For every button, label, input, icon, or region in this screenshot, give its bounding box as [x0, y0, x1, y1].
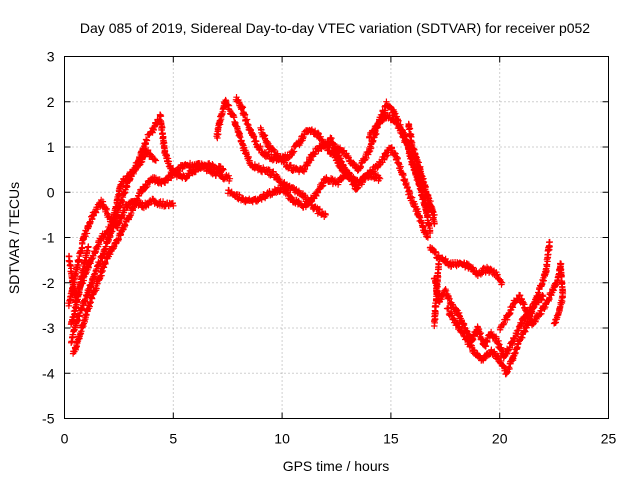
data-point [226, 175, 234, 182]
data-point [145, 201, 152, 209]
data-point [142, 184, 150, 191]
data-point [102, 245, 110, 252]
data-point [144, 146, 152, 154]
y-tick-label: 3 [47, 49, 55, 65]
data-point [96, 241, 103, 248]
data-point [257, 144, 264, 152]
y-tick-label: 1 [47, 139, 55, 155]
data-point [132, 200, 140, 208]
data-point [255, 145, 263, 153]
y-tick-label: -4 [42, 365, 55, 381]
data-point [83, 230, 91, 237]
data-point [170, 202, 177, 210]
chart-title: Day 085 of 2019, Sidereal Day-to-day VTE… [80, 20, 590, 36]
data-point [244, 120, 251, 128]
y-tick-label: -2 [42, 275, 55, 291]
data-series [65, 93, 567, 378]
data-point [102, 260, 109, 268]
data-point [220, 166, 227, 173]
data-point [94, 280, 101, 287]
x-tick-label: 15 [383, 431, 399, 447]
x-tick-label: 25 [601, 431, 617, 447]
data-point [156, 198, 163, 206]
data-point [121, 222, 129, 229]
data-point [218, 111, 225, 119]
y-axis-label: SDTVAR / TECUs [6, 182, 22, 294]
data-point [134, 197, 141, 204]
x-axis-label: GPS time / hours [283, 458, 390, 474]
data-point [124, 204, 131, 211]
data-point [115, 191, 122, 198]
data-point [163, 153, 170, 161]
x-tick-label: 5 [169, 431, 177, 447]
data-point [86, 219, 93, 226]
data-point [238, 137, 245, 144]
series-track-4 [65, 146, 160, 306]
data-point [253, 138, 260, 145]
data-point [78, 306, 85, 313]
x-tick-label: 20 [492, 431, 508, 447]
data-point [69, 278, 76, 285]
data-point [238, 103, 246, 110]
data-point [103, 206, 110, 214]
data-point [143, 137, 150, 144]
data-point [296, 189, 304, 196]
data-point [239, 104, 247, 111]
data-point [322, 211, 329, 219]
y-tick-label: -3 [42, 320, 55, 336]
data-point [289, 149, 297, 157]
data-point [69, 333, 77, 341]
y-tick-label: 0 [47, 184, 55, 200]
data-point [144, 182, 151, 190]
x-tick-label: 0 [61, 431, 69, 447]
data-point [220, 176, 228, 183]
data-point [151, 156, 159, 163]
y-tick-label: 2 [47, 94, 55, 110]
data-point [85, 263, 92, 271]
series-track-1 [65, 195, 177, 310]
data-point [242, 117, 250, 125]
y-tick-label: -5 [42, 411, 55, 427]
data-point [152, 157, 160, 164]
data-point [87, 283, 95, 290]
data-point [142, 136, 150, 143]
x-tick-label: 10 [274, 431, 290, 447]
y-tick-label: -1 [42, 230, 55, 246]
data-point [82, 233, 89, 240]
data-point [107, 233, 114, 240]
data-point [314, 129, 322, 137]
series-track-3 [69, 159, 234, 357]
